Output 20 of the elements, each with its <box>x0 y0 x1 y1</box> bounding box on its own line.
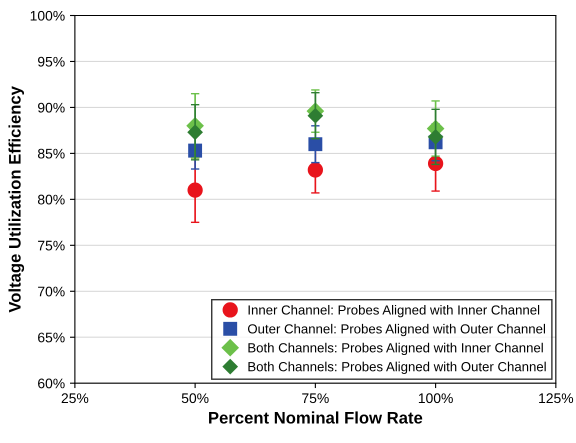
x-tick-label: 50% <box>182 393 209 404</box>
y-tick-label: 70% <box>38 286 65 296</box>
y-tick-label: 80% <box>38 194 65 205</box>
x-tick-label: 25% <box>62 393 88 404</box>
x-tick-label: 75% <box>302 393 329 404</box>
y-tick-label: 85% <box>38 148 65 159</box>
y-tick-label: 95% <box>38 56 65 67</box>
legend-label: Both Channels: Probes Aligned with Outer Channel <box>248 362 546 374</box>
y-tick-label: 75% <box>38 240 65 250</box>
x-axis-title: Percent Nominal Flow Rate <box>209 411 422 424</box>
y-tick-label: 60% <box>38 378 65 388</box>
x-tick-label: 125% <box>539 393 574 404</box>
legend-label: Outer Channel: Probes Aligned with Outer Channel <box>248 324 545 336</box>
y-tick-label: 100% <box>30 10 65 21</box>
x-tick-label: 100% <box>418 393 453 404</box>
y-tick-label: 90% <box>38 102 65 113</box>
legend-label: Inner Channel: Probes Aligned with Inner Channel <box>248 304 540 318</box>
legend-label: Both Channels: Probes Aligned with Inner Channel <box>248 342 543 356</box>
y-tick-label: 65% <box>38 332 65 342</box>
y-axis-title: Voltage Utilization Efficiency <box>8 86 24 313</box>
